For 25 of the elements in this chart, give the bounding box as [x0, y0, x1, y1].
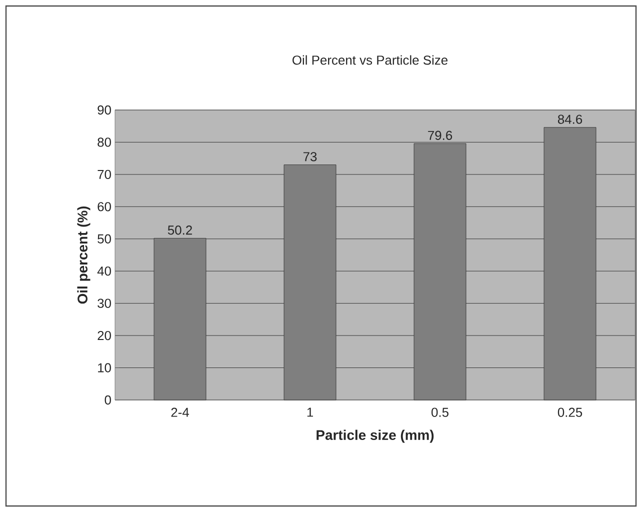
y-tick-label: 70	[98, 170, 111, 180]
x-axis-title: Particle size (mm)	[316, 430, 434, 443]
y-tick-label: 20	[98, 330, 111, 340]
x-tick-label: 1	[307, 408, 313, 417]
data-label: 50.2	[168, 226, 192, 235]
data-label: 84.6	[558, 114, 582, 124]
bar	[414, 143, 466, 400]
data-label: 73	[303, 152, 317, 162]
data-label: 79.6	[428, 130, 452, 140]
y-tick-label: 50	[98, 234, 111, 244]
y-tick-label: 0	[104, 395, 111, 405]
bar	[544, 127, 596, 400]
x-tick-label: 0.5	[432, 408, 448, 417]
x-tick-label: 0.25	[558, 408, 582, 417]
y-tick-label: 80	[98, 138, 111, 147]
y-tick-label: 60	[98, 202, 111, 212]
x-tick-label: 2-4	[171, 408, 189, 417]
y-tick-label: 30	[98, 298, 111, 308]
y-tick-label: 40	[97, 266, 111, 276]
bar	[284, 164, 336, 400]
y-tick-label: 10	[98, 363, 111, 372]
bar	[154, 238, 206, 400]
chart-title: Oil Percent vs Particle Size	[292, 55, 448, 65]
y-tick-label: 90	[98, 105, 111, 115]
y-axis-title: Oil percent (%)	[77, 206, 90, 304]
